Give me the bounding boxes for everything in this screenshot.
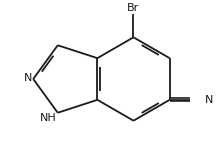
Text: N: N [24, 73, 32, 83]
Text: Br: Br [127, 3, 140, 13]
Text: N: N [205, 95, 213, 105]
Text: NH: NH [40, 113, 56, 123]
